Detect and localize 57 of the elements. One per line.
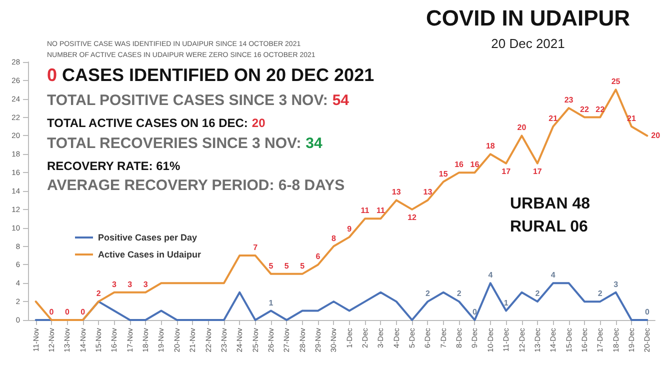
annotation: RURAL 06 xyxy=(510,218,588,236)
data-label: 0 xyxy=(644,308,650,316)
data-label: 21 xyxy=(548,114,558,123)
annotation: TOTAL POSITIVE CASES SINCE 3 NOV: 54 xyxy=(47,92,350,109)
data-label: 25 xyxy=(611,77,621,86)
annotation: AVERAGE RECOVERY PERIOD: 6-8 DAYS xyxy=(47,177,345,194)
data-label: 22 xyxy=(580,104,590,114)
data-label: 8 xyxy=(331,234,336,243)
chart-subtitle: 20 Dec 2021 xyxy=(491,36,565,51)
data-label: 1 xyxy=(504,298,509,308)
data-label: 12 xyxy=(408,212,418,222)
data-label: 7 xyxy=(253,243,258,252)
data-label: 16 xyxy=(470,160,480,170)
data-label: 4 xyxy=(488,270,494,280)
data-label: 2 xyxy=(425,289,430,298)
data-label: 2 xyxy=(598,289,603,298)
data-label: 3 xyxy=(614,280,619,289)
data-label: 0 xyxy=(80,308,86,316)
data-label: 9 xyxy=(347,224,352,234)
annotation: URBAN 48 xyxy=(510,196,590,212)
data-label: 18 xyxy=(486,142,496,151)
data-label: 4 xyxy=(550,270,556,280)
data-label: 3 xyxy=(128,280,133,289)
data-label: 0 xyxy=(472,308,478,316)
data-label: 13 xyxy=(423,188,433,197)
line-series xyxy=(34,88,648,321)
line-series xyxy=(34,282,648,321)
data-label: 11 xyxy=(360,206,370,216)
data-label: 1 xyxy=(268,298,274,308)
chart-title: COVID IN UDAIPUR xyxy=(426,6,630,30)
legend-label: Positive Cases per Day xyxy=(98,232,198,242)
data-label: 3 xyxy=(143,280,148,289)
data-label: 6 xyxy=(316,252,321,262)
data-label: 5 xyxy=(284,261,290,270)
annotation: TOTAL ACTIVE CASES ON 16 DEC: 20 xyxy=(47,116,266,130)
data-label: 16 xyxy=(454,160,464,170)
data-label: 5 xyxy=(268,261,274,270)
data-label: 23 xyxy=(564,96,574,105)
data-label: 0 xyxy=(64,308,70,316)
legend-label: Active Cases in Udaipur xyxy=(98,250,202,260)
data-label: 2 xyxy=(456,289,462,298)
data-label: 20 xyxy=(517,123,527,132)
data-label: 0 xyxy=(49,308,54,316)
data-label: 20 xyxy=(651,131,661,140)
annotation: TOTAL RECOVERIES SINCE 3 NOV: 34 xyxy=(47,135,323,152)
data-label: 2 xyxy=(96,289,102,298)
data-label: 17 xyxy=(502,166,512,176)
data-label: 11 xyxy=(376,206,386,216)
annotation: RECOVERY RATE: 61% xyxy=(47,159,180,173)
data-label: 5 xyxy=(300,261,306,270)
annotation: 0 CASES IDENTIFIED ON 20 DEC 2021 xyxy=(47,65,374,85)
data-label: 3 xyxy=(112,280,117,289)
data-label: 22 xyxy=(596,104,606,114)
data-label: 13 xyxy=(392,188,402,197)
data-label: 15 xyxy=(438,169,448,178)
data-label: 2 xyxy=(535,289,540,298)
data-label: 17 xyxy=(532,166,542,176)
